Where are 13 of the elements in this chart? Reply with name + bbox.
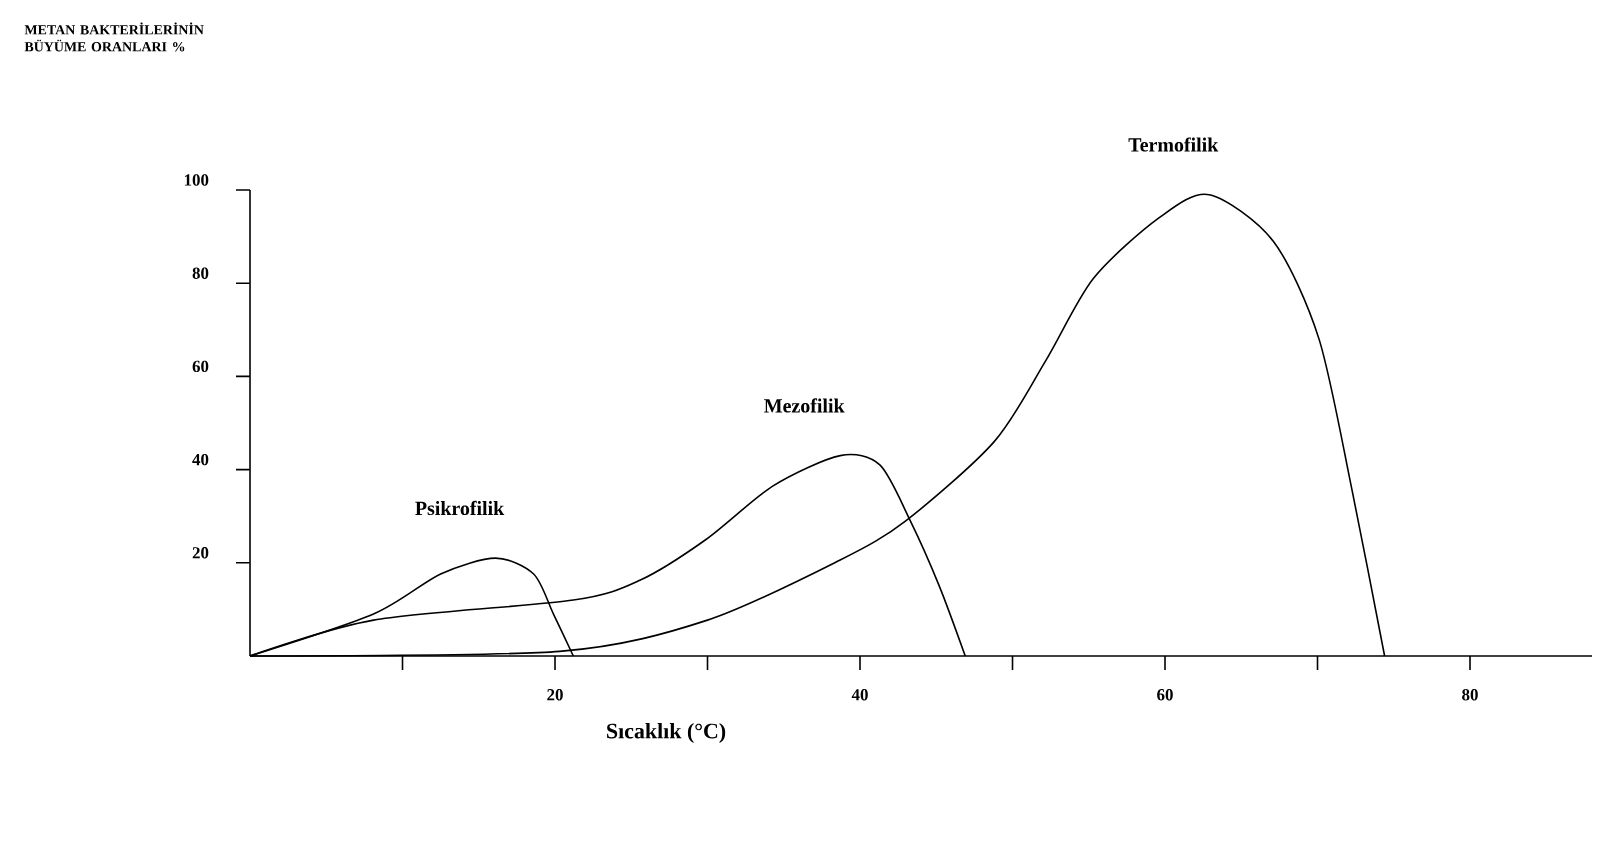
x-axis-title: Sıcaklık (°C) [607,723,726,743]
y-tick-label: 80 [192,267,209,279]
text: Psikrofilik [415,500,505,516]
x-tick-label: 20 [547,689,563,701]
y-tick-label: 20 [192,547,209,559]
y-tick-label: 40 [192,453,209,466]
x-tick-label: 40 [851,689,868,701]
text: Termofilik [1128,137,1219,152]
x-tick-label: 80 [1462,689,1478,701]
y-tick-label: 100 [184,174,209,186]
y-tick-label: 60 [192,360,209,373]
x-tick-label: 60 [1157,689,1173,701]
text: Mezofilik [764,398,845,413]
